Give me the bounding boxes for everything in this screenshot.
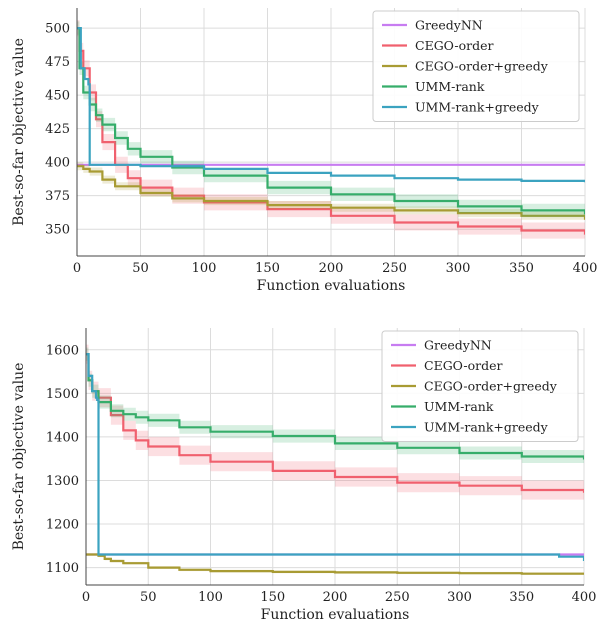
series-line-cego-order-greedy xyxy=(86,553,584,575)
x-tick-label: 200 xyxy=(323,590,348,605)
x-tick-label: 200 xyxy=(319,261,344,276)
legend-label-cego-order-greedy: CEGO-order+greedy xyxy=(415,59,549,74)
y-tick-label: 1200 xyxy=(46,518,79,533)
x-tick-label: 0 xyxy=(73,261,81,276)
y-tick-label: 375 xyxy=(45,189,70,204)
legend-label-umm-rank-greedy: UMM-rank+greedy xyxy=(424,420,549,435)
x-axis-label: Function evaluations xyxy=(261,607,410,623)
x-tick-label: 50 xyxy=(132,261,149,276)
y-tick-label: 1300 xyxy=(46,474,79,489)
legend-label-greedynn: GreedyNN xyxy=(424,338,492,353)
x-tick-label: 0 xyxy=(82,590,90,605)
y-tick-label: 425 xyxy=(45,122,70,137)
x-tick-label: 300 xyxy=(446,261,471,276)
y-tick-label: 450 xyxy=(45,89,70,104)
series-line-umm-rank-greedy xyxy=(86,353,584,561)
legend-label-umm-rank: UMM-rank xyxy=(415,79,485,94)
x-tick-label: 100 xyxy=(192,261,217,276)
x-tick-label: 100 xyxy=(198,590,223,605)
x-tick-label: 250 xyxy=(382,261,407,276)
legend-label-umm-rank-greedy: UMM-rank+greedy xyxy=(415,100,540,115)
y-tick-label: 400 xyxy=(45,156,70,171)
y-tick-label: 475 xyxy=(45,55,70,70)
x-tick-label: 150 xyxy=(260,590,285,605)
y-tick-label: 1500 xyxy=(46,387,79,402)
legend-label-umm-rank: UMM-rank xyxy=(424,399,494,414)
legend-box xyxy=(372,10,580,122)
x-tick-label: 300 xyxy=(447,590,472,605)
x-tick-label: 400 xyxy=(573,261,597,276)
band-cego-order-greedy xyxy=(77,162,585,224)
series-line-cego-order-greedy xyxy=(77,165,585,220)
chart-1: 0 50 100 150 200 250 300 350 400 350 375 400 425 450 4… xyxy=(11,8,597,294)
y-tick-label: 1100 xyxy=(46,561,79,576)
series-layer xyxy=(86,344,584,576)
legend-label-cego-order-greedy: CEGO-order+greedy xyxy=(424,379,558,394)
y-axis-label: Best-so-far objective value xyxy=(11,363,27,551)
y-tick-label: 500 xyxy=(45,22,70,37)
legend-box xyxy=(381,330,579,442)
series-line-umm-rank-greedy xyxy=(77,27,585,183)
x-tick-label: 250 xyxy=(385,590,410,605)
legend: GreedyNN CEGO-order CEGO-order+greedy UMM-r… xyxy=(381,330,579,442)
chart-2: 0 50 100 150 200 250 300 350 400 1100 1200 1300 1400… xyxy=(11,328,596,623)
y-tick-label: 1400 xyxy=(46,430,79,445)
legend-label-greedynn: GreedyNN xyxy=(415,18,483,33)
band-umm-rank xyxy=(86,347,584,467)
x-tick-label: 150 xyxy=(255,261,280,276)
legend-label-cego-order: CEGO-order xyxy=(415,38,494,53)
y-axis-label: Best-so-far objective value xyxy=(11,38,27,226)
series-layer xyxy=(77,20,585,243)
legend-label-cego-order: CEGO-order xyxy=(424,358,503,373)
series-line-umm-rank xyxy=(86,353,584,460)
x-tick-label: 400 xyxy=(572,590,597,605)
x-tick-label: 350 xyxy=(509,261,534,276)
x-tick-label: 50 xyxy=(140,590,157,605)
legend: GreedyNN CEGO-order CEGO-order+greedy UMM-r… xyxy=(372,10,580,122)
x-axis-label: Function evaluations xyxy=(257,278,406,294)
x-tick-label: 350 xyxy=(509,590,534,605)
y-tick-label: 1600 xyxy=(46,343,79,358)
y-tick-label: 350 xyxy=(45,223,70,238)
